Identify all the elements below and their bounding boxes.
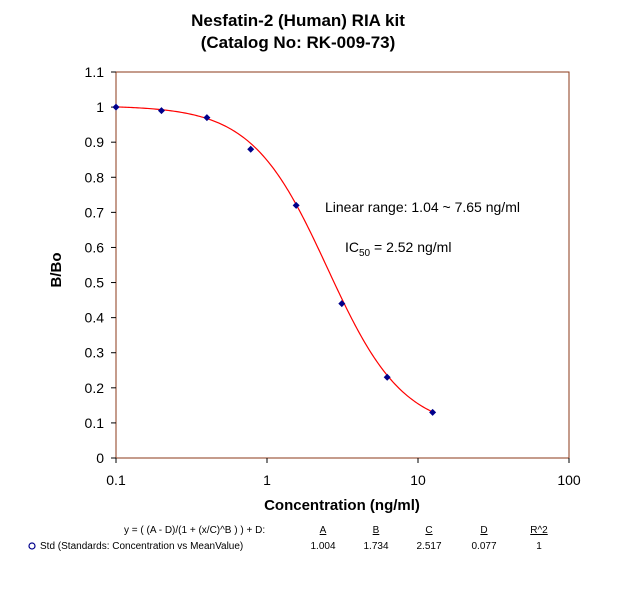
y-tick-label: 0.4	[85, 310, 105, 326]
x-tick-label: 1	[263, 472, 271, 488]
ic50-subscript: 50	[359, 248, 371, 259]
fit-header: B	[373, 525, 380, 536]
fit-header: R^2	[530, 525, 548, 536]
x-tick-label: 100	[557, 472, 581, 488]
ic50-prefix: IC	[345, 239, 359, 255]
y-tick-label: 0.3	[85, 345, 105, 361]
x-tick-label: 0.1	[106, 472, 126, 488]
data-point	[247, 145, 255, 153]
ic50-annotation: IC50 = 2.52 ng/ml	[345, 239, 451, 259]
data-point	[112, 103, 120, 111]
data-point	[292, 201, 300, 209]
y-tick-label: 0.1	[85, 415, 105, 431]
fit-equation: y = ( (A - D)/(1 + (x/C)^B ) ) + D:	[124, 525, 265, 536]
fit-curve	[115, 106, 433, 413]
fit-header: D	[480, 525, 487, 536]
y-tick-label: 0.2	[85, 380, 105, 396]
fit-header: C	[425, 525, 432, 536]
fit-value: 2.517	[416, 541, 441, 552]
x-tick-label: 10	[410, 472, 426, 488]
y-tick-label: 1	[96, 99, 104, 115]
fit-header: A	[320, 525, 327, 536]
data-point	[203, 114, 211, 122]
y-tick-label: 0.8	[85, 169, 105, 185]
plot-frame	[115, 71, 570, 459]
x-axis: 0.1 1 10 100	[106, 458, 581, 488]
data-points	[112, 103, 437, 416]
fit-value: 0.077	[471, 541, 496, 552]
linear-range-annotation: Linear range: 1.04 ~ 7.65 ng/ml	[325, 199, 520, 215]
chart-title-line-1: Nesfatin-2 (Human) RIA kit	[191, 11, 405, 30]
fit-value: 1	[536, 541, 542, 552]
data-point	[383, 373, 391, 381]
y-tick-label: 0.6	[85, 239, 105, 255]
fit-table-values: 1.004 1.734 2.517 0.077 1	[310, 541, 542, 552]
y-tick-label: 0.9	[85, 134, 105, 150]
y-tick-label: 0.7	[85, 204, 105, 220]
chart-title-line-2: (Catalog No: RK-009-73)	[201, 33, 396, 52]
legend-marker-icon	[28, 542, 36, 550]
ic50-value: = 2.52 ng/ml	[370, 239, 451, 255]
data-point	[157, 107, 165, 115]
x-axis-title: Concentration (ng/ml)	[264, 497, 420, 514]
legend-label: Std (Standards: Concentration vs MeanVal…	[40, 541, 243, 552]
y-tick-label: 1.1	[85, 64, 105, 80]
y-axis: 0 0.1 0.2 0.3 0.4 0.5 0.6 0.7 0.8 0.9 1 1.1	[85, 64, 116, 466]
fit-value: 1.004	[310, 541, 335, 552]
data-point	[429, 408, 437, 416]
y-axis-title: B/Bo	[48, 253, 65, 288]
y-tick-label: 0	[96, 450, 104, 466]
fit-table-headers: A B C D R^2	[320, 525, 549, 536]
fit-value: 1.734	[363, 541, 388, 552]
y-tick-label: 0.5	[85, 275, 105, 291]
data-point	[338, 300, 346, 308]
